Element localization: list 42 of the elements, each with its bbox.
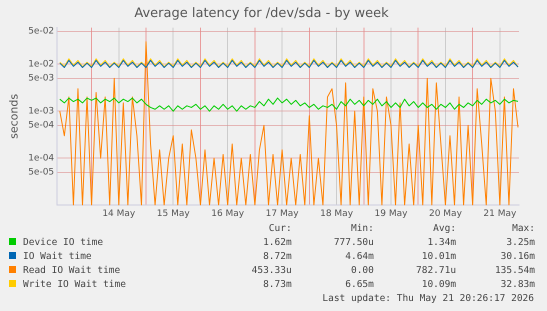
x-tick-label: 20 May [428, 208, 463, 219]
x-tick-label: 19 May [374, 208, 408, 219]
text: Avg: [432, 222, 458, 236]
y-tick-label: 1e-02 [28, 60, 54, 70]
y-tick-label: 5e-02 [28, 26, 54, 37]
text: Min: [350, 222, 375, 236]
x-tick-label: 15 May [156, 208, 190, 219]
y-tick-label: 1e-03 [28, 106, 54, 117]
chart-title: Average latency for /dev/sda - by week [134, 6, 390, 22]
text: Cur: [268, 222, 293, 236]
text: 32.83m [500, 278, 535, 292]
text: 453.33u [250, 264, 293, 278]
x-tick-label: 18 May [320, 208, 354, 219]
x-tick-label: 21 May [483, 208, 518, 219]
text: 0.00 [350, 264, 375, 278]
y-tick-label: 5e-04 [28, 120, 54, 131]
y-axis-title: seconds [7, 94, 20, 139]
text: 3.25m [505, 236, 535, 250]
text: 4.64m [344, 250, 375, 264]
y-tick-label: 5e-05 [28, 168, 54, 178]
text: 135.54m [494, 264, 535, 278]
text: 1.62m [262, 236, 293, 250]
text: 10.09m [420, 278, 458, 292]
legend-label: IO Wait time [22, 250, 93, 264]
text: 6.65m [344, 278, 375, 292]
text: 782.71u [415, 264, 458, 278]
text: 8.73m [262, 278, 293, 292]
text: 30.16m [500, 250, 535, 264]
y-tick-label: 5e-03 [28, 74, 54, 84]
x-tick-label: 17 May [266, 208, 300, 219]
legend-label: Device IO time [22, 236, 104, 250]
text: 10.01m [420, 250, 458, 264]
x-tick-label: 16 May [211, 208, 245, 219]
text: 777.50u [332, 236, 375, 250]
legend-label: Read IO Wait time [22, 264, 122, 278]
text: 8.72m [262, 250, 293, 264]
text: 1.34m [426, 236, 458, 250]
text: Last update: Thu May 21 20:26:17 2026 [321, 292, 535, 306]
legend-label: Write IO Wait time [22, 278, 127, 292]
x-tick-label: 14 May [102, 208, 136, 219]
text: Max: [511, 222, 535, 236]
y-tick-label: 1e-04 [28, 154, 54, 164]
